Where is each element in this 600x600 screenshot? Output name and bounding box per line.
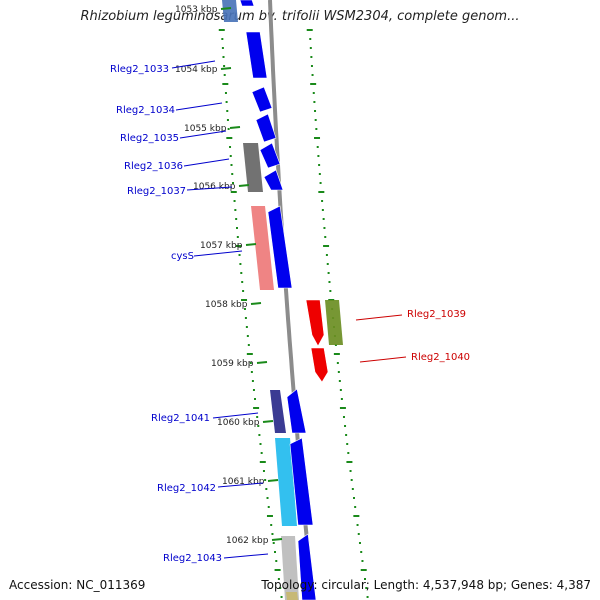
accession-text: Accession: NC_011369 — [9, 578, 146, 592]
gene-arrow-g0[interactable] — [239, 0, 255, 7]
kbp-label-tick — [245, 243, 257, 246]
kbp-label-tick — [256, 361, 268, 364]
kbp-label-tick — [229, 126, 241, 129]
gene-arrows — [239, 0, 329, 600]
gene-label-leader — [355, 314, 403, 321]
gene-label-g1035[interactable]: Rleg2_1035 — [120, 133, 179, 144]
kbp-label-tick — [267, 479, 279, 482]
kbp-label: 1056 kbp — [193, 182, 236, 192]
gene-arrow-g1037[interactable] — [263, 169, 284, 191]
gene-label-leader — [223, 553, 269, 559]
gene-arrow-g1040[interactable] — [310, 347, 329, 383]
gene-arrow-g1035[interactable] — [255, 113, 277, 143]
kbp-label-tick — [271, 538, 283, 541]
kbp-label: 1058 kbp — [205, 300, 248, 310]
gene-label-leader — [179, 130, 227, 139]
gene-label-leader — [359, 356, 407, 363]
gene-label-g1039[interactable]: Rleg2_1039 — [407, 309, 466, 320]
kbp-label: 1059 kbp — [211, 359, 254, 369]
tick-track-inner — [218, 29, 283, 598]
kbp-label: 1054 kbp — [175, 65, 218, 75]
kbp-label-tick — [250, 302, 262, 305]
gene-arrow-g1043[interactable] — [297, 533, 317, 600]
kbp-label: 1060 kbp — [217, 418, 260, 428]
gene-label-leader — [193, 250, 243, 257]
kbp-label: 1061 kbp — [222, 477, 265, 487]
kbp-label: 1055 kbp — [184, 124, 227, 134]
map-title: Rhizobium leguminosarum bv. trifolii WSM… — [80, 9, 520, 24]
gene-label-leader — [212, 412, 259, 419]
gene-label-leader — [175, 102, 223, 111]
gene-label-g1034[interactable]: Rleg2_1034 — [116, 105, 175, 116]
cog-track-inner-block — [251, 206, 274, 290]
kbp-label: 1062 kbp — [226, 536, 269, 546]
gene-label-cysS[interactable]: cysS — [171, 251, 194, 262]
gene-label-leader — [171, 60, 216, 69]
kbp-label-tick — [262, 420, 274, 423]
kbp-label-tick — [220, 7, 232, 10]
gene-label-g1040[interactable]: Rleg2_1040 — [411, 352, 470, 363]
gene-arrow-g1042[interactable] — [289, 437, 314, 526]
gene-label-g1042[interactable]: Rleg2_1042 — [157, 483, 216, 494]
gene-label-leader — [186, 186, 233, 191]
gene-labels: Rleg2_1033 Rleg2_1034 Rleg2_1035 Rleg2_1036… — [110, 60, 470, 564]
gene-label-g1037[interactable]: Rleg2_1037 — [127, 186, 186, 197]
cog-track-outer-block — [325, 300, 343, 345]
gene-label-leader — [217, 482, 264, 488]
gene-arrow-g1036[interactable] — [259, 142, 281, 169]
tick-track-outer — [306, 29, 369, 598]
genome-summary-text: Topology: circular; Length: 4,537,948 bp… — [261, 578, 591, 592]
gene-arrow-g1039[interactable] — [305, 299, 325, 347]
cog-blocks — [222, 0, 343, 600]
kbp-label-tick — [220, 67, 232, 70]
cog-track-inner-block — [270, 390, 286, 433]
kbp-label-tick — [238, 184, 250, 187]
gene-label-leader — [183, 158, 230, 167]
gene-label-g1041[interactable]: Rleg2_1041 — [151, 413, 210, 424]
cog-track-inner-block — [281, 536, 299, 600]
cog-track-inner-block — [243, 143, 263, 192]
kbp-label: 1053 kbp — [175, 5, 218, 15]
gene-label-g1036[interactable]: Rleg2_1036 — [124, 161, 183, 172]
cog-track-inner-block — [222, 0, 238, 22]
gene-arrow-g1041[interactable] — [286, 388, 307, 434]
gene-label-g1033[interactable]: Rleg2_1033 — [110, 64, 169, 75]
gene-arrow-g1034[interactable] — [251, 86, 273, 113]
gene-label-g1043[interactable]: Rleg2_1043 — [163, 553, 222, 564]
kbp-label: 1057 kbp — [200, 241, 243, 251]
gene-arrow-g1033[interactable] — [245, 31, 268, 79]
kbp-labels: 1053 kbp 1054 kbp 1055 kbp 1056 kbp 1057 kbp… — [175, 5, 283, 546]
gene-arrow-cysS[interactable] — [267, 205, 293, 289]
cog-track-inner-block — [286, 592, 298, 600]
